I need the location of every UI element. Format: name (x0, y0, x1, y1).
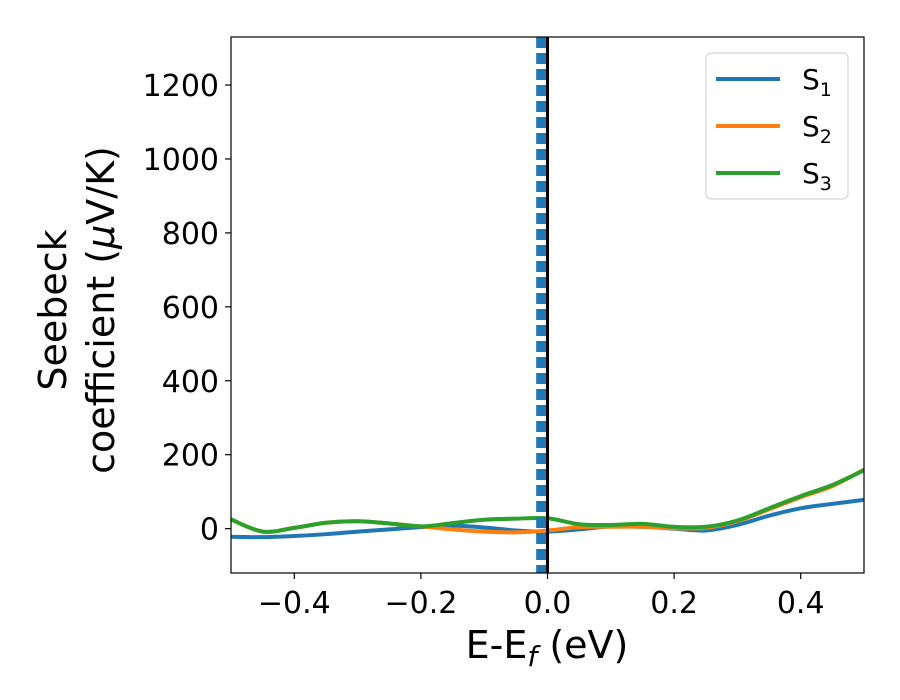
x-tick-label: 0.4 (777, 586, 825, 621)
vertical-lines-layer (536, 37, 549, 573)
y-axis-ticks: 0 200 400 600 800 1000 1200 (143, 69, 231, 548)
x-tick-label: −0.4 (258, 586, 331, 621)
x-tick-label: −0.2 (384, 586, 457, 621)
x-tick-label: 0.0 (524, 586, 572, 621)
y-axis-title-line1: Seebeck (31, 229, 75, 390)
y-tick-label: 600 (162, 291, 219, 326)
y-tick-label: 800 (162, 217, 219, 252)
y-axis-title-line2-end: V/K) (79, 146, 123, 225)
legend-label-s3: S3 (802, 157, 832, 195)
legend-label-s1: S1 (802, 63, 832, 101)
legend-label-s2: S2 (802, 110, 832, 148)
x-axis-ticks: −0.4 −0.2 0.0 0.2 0.4 (258, 573, 825, 621)
y-axis-title-mu: μ (79, 225, 123, 250)
x-axis-title-unit: (eV) (537, 623, 628, 667)
y-tick-label: 400 (162, 365, 219, 400)
legend: S1 S2 S3 (705, 52, 849, 200)
y-axis-title-line2-start: coefficient ( (79, 249, 123, 474)
y-tick-label: 0 (200, 513, 219, 548)
y-axis-title: Seebeck coefficient (μV/K) (31, 146, 123, 474)
x-tick-label: 0.2 (650, 586, 698, 621)
y-axis-title-line2: coefficient (μV/K) (79, 146, 123, 474)
x-axis-title-main: E-E (466, 623, 528, 667)
y-tick-label: 1200 (143, 69, 219, 104)
y-tick-label: 200 (162, 439, 219, 474)
x-axis-title: E-Ef (eV) (466, 623, 629, 673)
y-tick-label: 1000 (143, 143, 219, 178)
